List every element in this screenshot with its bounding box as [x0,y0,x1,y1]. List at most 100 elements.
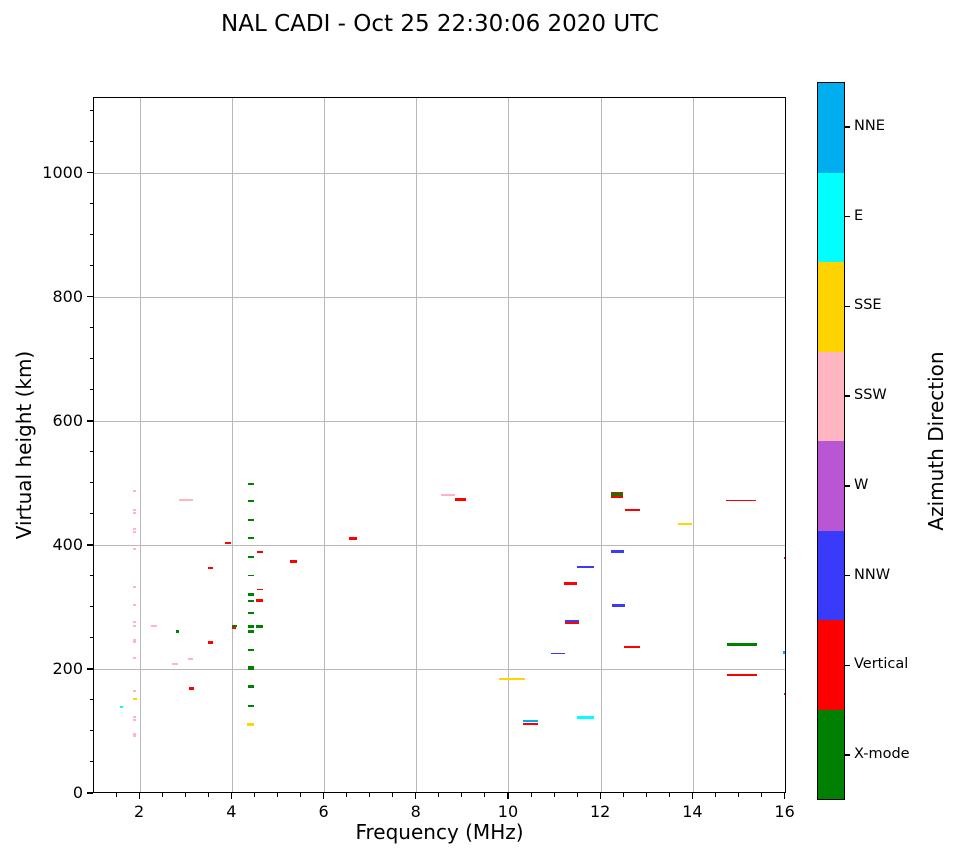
colorbar-segment-x-mode [818,709,844,799]
data-point [224,541,232,545]
data-point [132,604,137,607]
colorbar-tick-label: X-mode [854,746,910,763]
y-tick [87,172,93,174]
x-gridline [692,98,694,792]
data-point [207,640,214,645]
y-tick-label: 200 [52,658,83,678]
data-point [563,582,577,585]
x-minor-tick [207,793,209,797]
data-point [727,643,758,646]
data-point [610,493,623,496]
x-minor-tick [576,793,578,797]
data-point [132,656,137,659]
x-tick-label: 2 [134,802,145,821]
x-minor-tick [553,793,555,797]
colorbar-tick [845,305,850,308]
colorbar-tick-label: Vertical [854,656,909,673]
x-minor-tick [392,793,394,797]
x-minor-tick [276,793,278,797]
x-minor-tick [738,793,739,797]
colorbar-tick [845,485,850,487]
x-tick [691,793,694,799]
data-point [132,638,137,641]
x-tick-label: 6 [318,802,329,821]
y-gridline [94,297,785,299]
data-point [231,624,237,628]
data-point [247,630,254,633]
y-tick [87,420,93,422]
colorbar-segment-w [818,441,844,531]
data-point [577,565,594,569]
x-tick [415,793,417,799]
data-point [455,498,466,501]
x-tick [599,793,601,799]
data-point [441,494,456,496]
data-point [175,630,180,633]
data-point [256,550,264,554]
y-minor-tick [89,389,93,391]
x-gridline [231,98,233,792]
x-minor-tick [115,793,117,797]
data-point [256,625,263,628]
colorbar-tick [845,574,850,577]
x-tick [138,793,140,799]
x-minor-tick [438,793,440,797]
data-point [565,619,579,623]
colorbar-tick [845,126,850,128]
data-point [132,690,137,693]
colorbar-label: Azimuth Direction [924,351,948,531]
data-point [610,491,623,494]
data-point [247,593,254,596]
x-tick [322,793,325,799]
x-tick [230,793,233,799]
y-tick-label: 0 [72,783,83,802]
data-point [523,722,538,726]
data-point [624,508,641,512]
x-tick-label: 8 [410,802,421,821]
x-tick-label: 16 [774,802,795,821]
data-point [624,645,640,649]
x-minor-tick [484,793,486,797]
data-point [247,648,254,652]
data-point [550,653,565,655]
colorbar-segment-e [818,172,844,262]
x-tick-label: 10 [497,802,519,821]
y-gridline [94,545,785,547]
data-point [132,547,137,550]
y-tick-label: 600 [52,410,83,430]
y-minor-tick [89,637,93,639]
colorbar-tick [845,215,850,218]
colorbar-segment-ssw [818,351,844,441]
x-minor-tick [346,793,348,797]
y-minor-tick [89,699,93,701]
x-minor-tick [161,793,163,797]
data-point [727,673,758,677]
data-point [132,511,137,514]
data-point [247,611,254,615]
colorbar-tick-label: SSE [854,297,882,314]
data-point [248,575,254,577]
x-tick-label: 12 [589,802,611,821]
data-point [247,723,255,726]
data-point [133,697,137,701]
data-point [611,550,624,553]
data-point [247,555,254,559]
colorbar-segment-nne [818,83,844,173]
x-tick-label: 14 [682,802,703,821]
x-minor-tick [645,793,647,797]
chart-title: NAL CADI - Oct 25 22:30:06 2020 UTC [221,11,659,37]
y-minor-tick [89,141,93,143]
data-point [132,716,137,719]
data-point [132,508,137,511]
x-gridline [324,98,326,792]
x-gridline [508,98,510,792]
data-point [119,706,123,709]
x-gridline [416,98,418,792]
x-minor-tick [714,793,716,797]
colorbar-tick [845,754,850,756]
colorbar [817,82,845,800]
data-point [132,718,137,721]
data-point [498,677,525,680]
y-minor-tick [89,575,93,577]
